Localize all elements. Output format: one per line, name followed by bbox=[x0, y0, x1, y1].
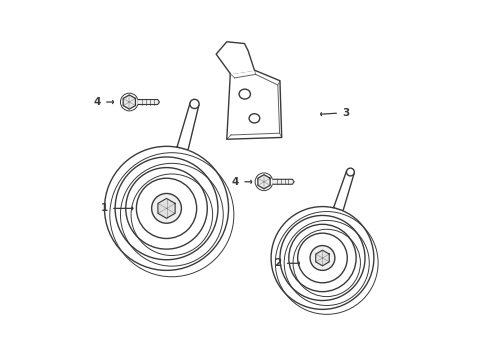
Text: 1: 1 bbox=[101, 203, 133, 213]
Polygon shape bbox=[216, 42, 254, 74]
Polygon shape bbox=[333, 171, 353, 211]
Polygon shape bbox=[315, 250, 328, 266]
Circle shape bbox=[151, 193, 181, 223]
Text: 4: 4 bbox=[231, 177, 251, 187]
Text: 3: 3 bbox=[320, 108, 348, 118]
Polygon shape bbox=[177, 103, 199, 150]
Polygon shape bbox=[257, 175, 269, 189]
Polygon shape bbox=[138, 100, 159, 104]
Polygon shape bbox=[123, 95, 135, 109]
Polygon shape bbox=[226, 70, 281, 139]
Polygon shape bbox=[158, 198, 175, 218]
Circle shape bbox=[309, 246, 334, 270]
Text: 4: 4 bbox=[94, 97, 113, 107]
Polygon shape bbox=[272, 179, 293, 184]
Circle shape bbox=[189, 99, 199, 109]
Text: 2: 2 bbox=[274, 258, 299, 268]
Circle shape bbox=[346, 168, 354, 176]
